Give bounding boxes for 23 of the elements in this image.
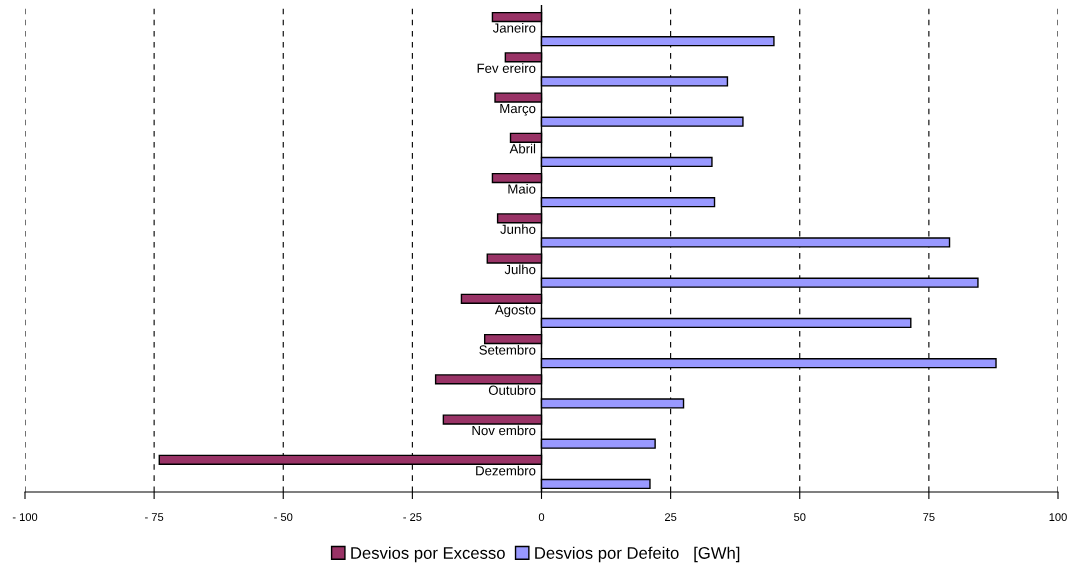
y-tick-label: Agosto <box>494 305 536 318</box>
x-tick-label: - 25 <box>403 513 422 521</box>
y-tick-label: Junho <box>500 224 536 234</box>
legend-label: Desvios por Defeito [GWh] <box>535 546 740 563</box>
y-tick-label: Abril <box>509 143 536 154</box>
y-tick-label: Fev ereiro <box>477 63 536 73</box>
x-tick-label: 100 <box>1049 513 1067 521</box>
y-tick-label: Janeiro <box>492 23 536 33</box>
legend-label: Desvios por Excesso <box>351 546 505 563</box>
y-tick-label: Outubro <box>488 385 536 395</box>
y-tick-label: Julho <box>504 264 536 275</box>
x-tick-label: 50 <box>794 513 806 521</box>
x-tick-label: 75 <box>923 513 935 521</box>
y-tick-label: Nov embro <box>472 425 536 436</box>
y-tick-label: Março <box>500 103 536 116</box>
x-tick-label: - 100 <box>12 513 38 521</box>
y-tick-label: Dezembro <box>476 465 536 476</box>
x-tick-label: 25 <box>665 513 677 521</box>
y-tick-label: Maio <box>508 183 536 194</box>
x-tick-label: 0 <box>538 513 545 521</box>
y-tick-label: Setembro <box>479 344 536 355</box>
x-tick-label: - 50 <box>274 513 293 521</box>
x-tick-label: - 75 <box>145 513 164 521</box>
